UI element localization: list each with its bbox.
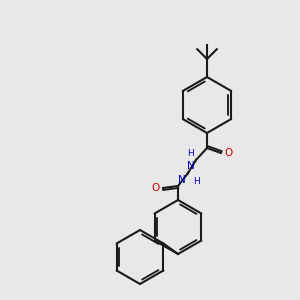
Text: H: H [187,149,194,158]
Text: N: N [178,175,186,185]
Text: N: N [187,161,195,171]
Text: O: O [224,148,232,158]
Text: H: H [193,177,200,186]
Text: O: O [152,183,160,193]
